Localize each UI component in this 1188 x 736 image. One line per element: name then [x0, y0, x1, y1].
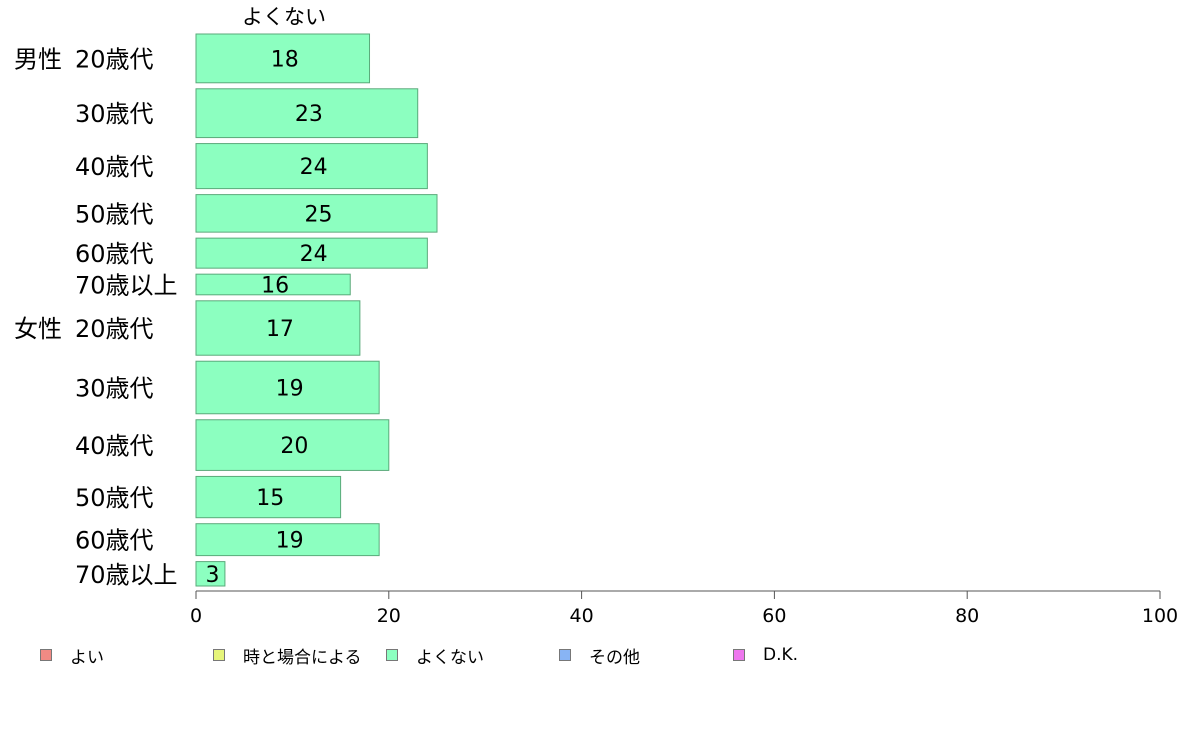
category-label: 60歳代 — [75, 527, 154, 555]
bar — [195, 561, 226, 587]
legend-item-yokunai: よくない — [386, 644, 484, 668]
chart-title: よくない — [242, 5, 326, 29]
data-label: 23 — [295, 102, 323, 127]
legend-swatch-other — [559, 649, 571, 661]
legend-swatch-dk — [733, 649, 745, 661]
legend-item-other: その他 — [559, 644, 640, 668]
bar — [195, 360, 380, 415]
legend-label-depends: 時と場合による — [243, 647, 362, 668]
bar — [195, 237, 428, 269]
bar — [195, 143, 428, 190]
bar — [195, 419, 390, 471]
bar — [195, 273, 351, 296]
data-label: 16 — [261, 273, 289, 298]
group-label: 女性 — [14, 315, 62, 343]
category-label: 30歳代 — [75, 100, 154, 128]
category-label: 20歳代 — [75, 315, 154, 343]
data-label: 17 — [266, 317, 294, 342]
category-label: 40歳代 — [75, 432, 154, 460]
data-label: 15 — [256, 486, 284, 511]
category-label: 40歳代 — [75, 153, 154, 181]
legend-swatch-yokunai — [386, 649, 398, 661]
category-label: 50歳代 — [75, 200, 154, 228]
bar — [195, 33, 371, 84]
data-label: 19 — [276, 529, 304, 554]
legend-label-dk: D.K. — [763, 645, 799, 665]
bar-chart: よくない 18 23 24 25 24 16 17 19 20 15 19 3 男性 20歳代 30歳代 4… — [14, 5, 1178, 627]
data-label: 18 — [271, 47, 299, 72]
bar — [195, 300, 361, 356]
category-label: 70歳以上 — [75, 271, 178, 299]
x-tick-label: 0 — [190, 605, 202, 627]
category-label: 60歳代 — [75, 240, 154, 268]
data-label: 3 — [205, 563, 219, 588]
legend: よい 時と場合による よくない その他 D.K. — [0, 644, 1188, 668]
bar — [195, 88, 419, 139]
bar — [195, 194, 438, 233]
x-tick-label: 20 — [377, 605, 401, 627]
data-label: 24 — [300, 242, 328, 267]
x-tick-label: 40 — [570, 605, 594, 627]
category-label: 50歳代 — [75, 484, 154, 512]
legend-swatch-yoi — [40, 649, 52, 661]
bar — [195, 475, 342, 519]
legend-item-yoi: よい — [40, 644, 104, 668]
data-label: 19 — [276, 376, 304, 401]
x-tick-label: 100 — [1142, 605, 1178, 627]
group-label: 男性 — [14, 45, 62, 73]
legend-swatch-depends — [213, 649, 225, 661]
x-axis: 0 20 40 60 80 100 — [190, 590, 1178, 627]
category-label: 70歳以上 — [75, 561, 178, 589]
legend-label-yokunai: よくない — [416, 647, 484, 668]
data-label: 20 — [280, 434, 308, 459]
category-label: 20歳代 — [75, 45, 154, 73]
legend-label-other: その他 — [589, 647, 640, 668]
legend-item-dk: D.K. — [733, 644, 798, 666]
bar — [195, 523, 380, 557]
data-label: 24 — [300, 155, 328, 180]
x-tick-label: 60 — [762, 605, 786, 627]
x-tick-label: 80 — [955, 605, 979, 627]
legend-label-yoi: よい — [70, 647, 104, 668]
bars-layer: 18 23 24 25 24 16 17 19 20 15 19 3 — [195, 33, 438, 588]
data-label: 25 — [305, 202, 333, 227]
legend-item-depends: 時と場合による — [213, 644, 362, 668]
category-label: 30歳代 — [75, 374, 154, 402]
